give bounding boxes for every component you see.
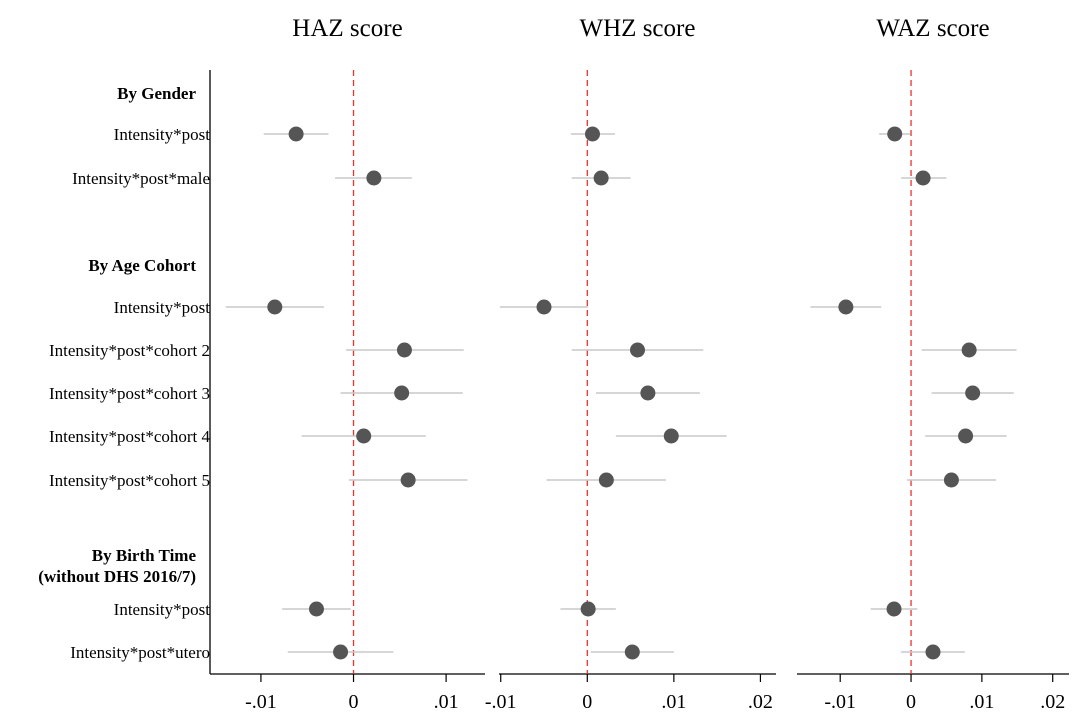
point-estimate — [630, 342, 645, 358]
x-tick-label: -.01 — [824, 691, 856, 713]
x-tick-label: .02 — [1040, 691, 1065, 713]
group-header: By Age Cohort — [88, 256, 196, 275]
point-estimate — [308, 601, 324, 617]
point-estimate — [915, 170, 931, 186]
panel-title: WAZ score — [876, 15, 989, 42]
panel-title: WHZ score — [580, 15, 696, 42]
point-estimate — [536, 299, 552, 315]
point-estimate — [333, 644, 349, 660]
panel-title: HAZ score — [292, 15, 402, 42]
point-estimate — [925, 644, 941, 660]
point-estimate — [886, 601, 902, 617]
x-tick-label: -.01 — [485, 691, 517, 713]
point-estimate — [593, 170, 609, 186]
panel-1: HAZ score -.01 0 .01 — [209, 15, 485, 713]
point-estimate — [943, 472, 959, 488]
x-tick-label: 0 — [349, 691, 359, 713]
row-label: Intensity*post*male — [72, 169, 210, 188]
point-estimate — [267, 299, 283, 315]
row-label: Intensity*post — [114, 600, 211, 619]
point-estimate — [598, 472, 614, 488]
x-tick-label: .02 — [748, 691, 773, 713]
x-tick-label: 0 — [582, 691, 592, 713]
point-estimate — [887, 126, 903, 142]
point-estimate — [288, 126, 304, 142]
x-tick-label: .01 — [969, 691, 994, 713]
point-estimate — [624, 644, 640, 660]
row-label: Intensity*post*cohort 3 — [49, 384, 210, 403]
row-label: Intensity*post — [114, 125, 211, 144]
point-estimate — [965, 385, 981, 401]
x-tick-label: -.01 — [245, 691, 277, 713]
point-estimate — [366, 170, 382, 186]
point-estimate — [396, 342, 412, 358]
row-label: Intensity*post*cohort 5 — [49, 471, 210, 490]
row-label: Intensity*post — [114, 298, 211, 317]
point-estimate — [838, 299, 854, 315]
point-estimate — [663, 428, 679, 444]
panel-3: WAZ score -.01 0 .01 .02 — [797, 15, 1069, 713]
x-tick-label: 0 — [906, 691, 916, 713]
point-estimate — [640, 385, 656, 401]
group-header: By Birth Time — [92, 546, 197, 565]
point-estimate — [356, 428, 372, 444]
point-estimate — [584, 126, 600, 142]
point-estimate — [580, 601, 596, 617]
row-label: Intensity*post*cohort 2 — [49, 341, 210, 360]
row-labels-group: By Gender By Age Cohort By Birth Time (with… — [38, 84, 210, 662]
group-header: By Gender — [117, 84, 196, 103]
row-label: Intensity*post*utero — [70, 643, 210, 662]
point-estimate — [394, 385, 410, 401]
x-tick-label: .01 — [434, 691, 459, 713]
row-label: Intensity*post*cohort 4 — [49, 427, 211, 446]
group-header: (without DHS 2016/7) — [38, 567, 196, 586]
point-estimate — [961, 342, 977, 358]
x-tick-label: .01 — [661, 691, 686, 713]
point-estimate — [400, 472, 416, 488]
point-estimate — [958, 428, 974, 444]
panel-2: WHZ score -.01 0 .01 .02 — [485, 15, 776, 713]
